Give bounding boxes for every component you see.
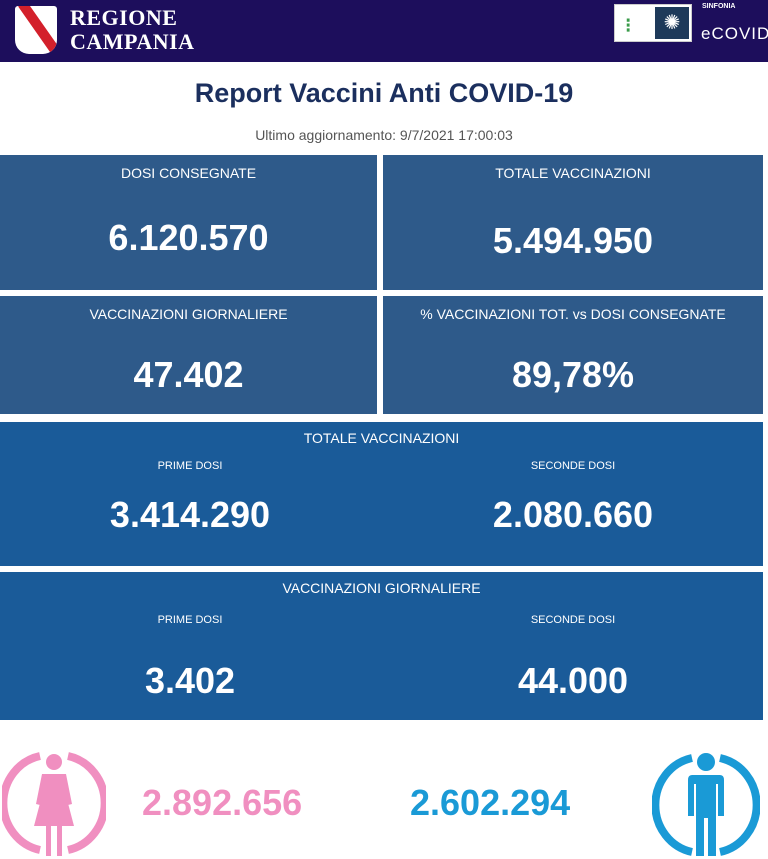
prime-dosi-label: PRIME DOSI [157, 614, 223, 626]
female-count: 2.892.656 [142, 782, 303, 823]
section-label: VACCINAZIONI GIORNALIERE [282, 580, 481, 596]
header: REGIONE CAMPANIA ⁝ ✺ SINFONIA eCOVID [0, 0, 768, 62]
card-percentuale: % VACCINAZIONI TOT. vs DOSI CONSEGNATE 8… [383, 296, 763, 414]
partner-small: SINFONIA [702, 3, 736, 10]
card-value: 5.494.950 [492, 220, 654, 261]
brand-line1: REGIONE [70, 5, 178, 30]
card-totale-vaccinazioni: TOTALE VACCINAZIONI 5.494.950 [383, 155, 763, 290]
section-label: TOTALE VACCINAZIONI [303, 430, 460, 446]
male-count: 2.602.294 [410, 782, 571, 823]
seconde-dosi-value: 2.080.660 [492, 494, 654, 535]
seconde-dosi-label: SECONDE DOSI [530, 460, 616, 472]
card-vaccinazioni-giornaliere: VACCINAZIONI GIORNALIERE 47.402 [0, 296, 377, 414]
card-label: TOTALE VACCINAZIONI [495, 165, 651, 181]
card-dosi-consegnate: DOSI CONSEGNATE 6.120.570 [0, 155, 377, 290]
seconde-dosi-value: 44.000 [517, 660, 629, 701]
last-update: Ultimo aggiornamento: 9/7/2021 17:00:03 [255, 127, 513, 143]
prime-dosi-value: 3.414.290 [109, 494, 271, 535]
brand: REGIONE CAMPANIA [70, 6, 195, 54]
prime-dosi-value: 3.402 [144, 660, 236, 701]
male-icon [652, 753, 760, 856]
card-label: DOSI CONSEGNATE [120, 165, 257, 181]
prime-dosi-label: PRIME DOSI [157, 460, 223, 472]
section-totale-vaccinazioni: TOTALE VACCINAZIONI PRIME DOSI 3.414.290… [0, 422, 763, 566]
card-value: 47.402 [133, 354, 244, 395]
card-label: % VACCINAZIONI TOT. vs DOSI CONSEGNATE [420, 306, 726, 322]
virus-icon: ✺ [655, 7, 689, 39]
seconde-dosi-label: SECONDE DOSI [530, 614, 616, 626]
female-icon [2, 752, 106, 856]
campania-shield-logo [15, 6, 57, 54]
section-vaccinazioni-giornaliere: VACCINAZIONI GIORNALIERE PRIME DOSI 3.40… [0, 572, 763, 720]
partner-name: eCOVID [701, 24, 768, 43]
sinfonia-logo: ⁝ ✺ [614, 4, 692, 42]
card-label: VACCINAZIONI GIORNALIERE [89, 306, 288, 322]
brand-line2: CAMPANIA [70, 29, 195, 54]
card-value: 89,78% [511, 354, 635, 395]
page-title: Report Vaccini Anti COVID-19 [194, 78, 574, 108]
card-value: 6.120.570 [108, 217, 269, 258]
